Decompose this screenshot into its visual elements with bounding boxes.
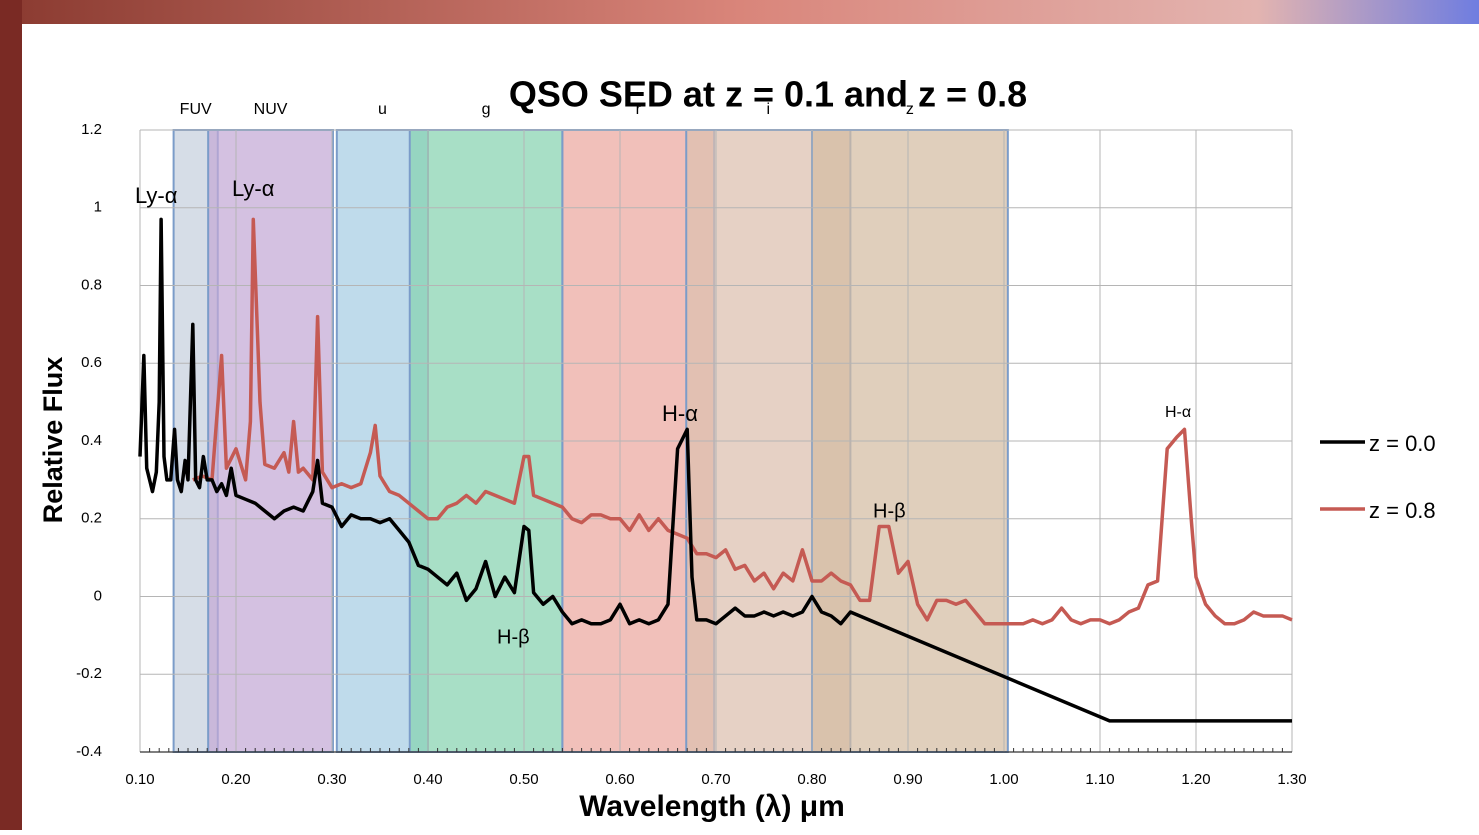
y-tick-label: 0.6 [81, 354, 102, 371]
grid [139, 129, 1293, 753]
band-label: u [378, 101, 387, 118]
x-tick-label: 0.70 [701, 771, 730, 788]
series-line [192, 217, 1293, 626]
annotation: H-α [662, 401, 698, 426]
annotation: H-β [873, 500, 906, 522]
slide-left-band [0, 0, 22, 830]
labels: -0.4 -0.2 0 0.2 0.4 0.6 0.8 1 1.2 0.10 0.20 0.30 0.4… [76, 101, 1436, 788]
x-tick-label: 0.30 [317, 771, 346, 788]
y-tick-label: -0.4 [76, 743, 102, 760]
y-tick-label: -0.2 [76, 665, 102, 682]
y-tick-label: 0.4 [81, 432, 102, 449]
y-tick-label: 0.2 [81, 510, 102, 527]
band-label: r [636, 101, 642, 118]
annotation: Ly-α [232, 176, 275, 201]
x-tick-label: 0.90 [893, 771, 922, 788]
x-tick-label: 1.00 [989, 771, 1018, 788]
x-tick-label: 0.40 [413, 771, 442, 788]
x-tick-label: 0.10 [125, 771, 154, 788]
x-tick-label: 0.60 [605, 771, 634, 788]
x-tick-label: 1.10 [1085, 771, 1114, 788]
series-line [138, 217, 1292, 723]
band-label: g [482, 101, 491, 118]
x-axis-title: Wavelength (λ) μm [579, 790, 845, 823]
annotation: H-β [497, 626, 530, 648]
annotation: H-α [1165, 404, 1191, 421]
band-label: FUV [180, 101, 212, 118]
annotation: Ly-α [135, 183, 178, 208]
legend-label: z = 0.8 [1369, 498, 1436, 523]
x-tick-label: 1.20 [1181, 771, 1210, 788]
lines [138, 217, 1293, 723]
y-tick-label: 1.2 [81, 121, 102, 138]
x-tick-label: 0.80 [797, 771, 826, 788]
band-label: z [906, 101, 914, 118]
band-label: NUV [254, 101, 288, 118]
chart-title: QSO SED at z = 0.1 and z = 0.8 [509, 74, 1027, 115]
legend-label: z = 0.0 [1369, 431, 1436, 456]
y-tick-label: 1 [94, 199, 102, 216]
y-axis-title: Relative Flux [38, 357, 68, 524]
slide-top-band [0, 0, 1479, 24]
x-tick-label: 0.20 [221, 771, 250, 788]
y-tick-label: 0 [94, 587, 102, 604]
y-tick-label: 0.8 [81, 276, 102, 293]
band-label: i [767, 101, 771, 118]
x-tick-label: 0.50 [509, 771, 538, 788]
x-tick-label: 1.30 [1277, 771, 1306, 788]
